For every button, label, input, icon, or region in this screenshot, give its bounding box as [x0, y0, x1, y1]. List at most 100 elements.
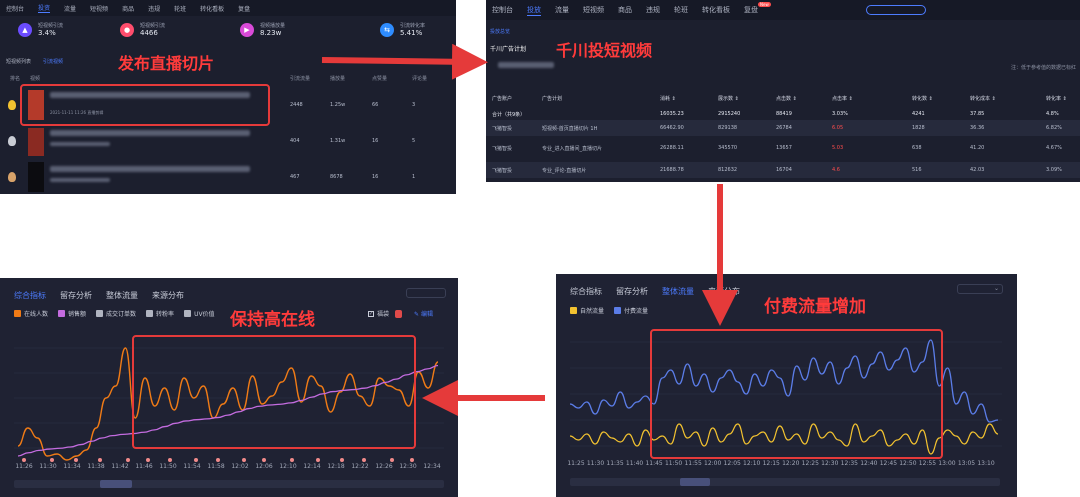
nav-item[interactable]: 投放: [527, 5, 541, 16]
table-row[interactable]: 飞猪智投 短视频-首页直播切片 1H 66462.90 829138 26784 6.05…: [486, 120, 1080, 136]
table-cell: 广告计划: [542, 96, 563, 102]
event-marker[interactable]: [390, 458, 394, 462]
table-row[interactable]: 2021-11-11 11:26 直播剪辑 2448 1.25w 66 3: [0, 88, 456, 124]
range-scrollbar[interactable]: [570, 478, 1000, 486]
x-tick-label: 12:50: [899, 460, 917, 467]
event-marker[interactable]: [22, 458, 26, 462]
x-tick-label: 12:26: [375, 463, 393, 470]
legend-item[interactable]: 转粉率: [146, 309, 174, 318]
nav-item[interactable]: 投资: [38, 5, 51, 13]
nav-item[interactable]: 流量: [64, 5, 77, 13]
exchange-icon: ⇆: [380, 22, 394, 37]
edit-label: 编辑: [420, 311, 433, 318]
table-cell: 3.03%: [832, 111, 848, 117]
edit-button[interactable]: ✎ 编辑: [414, 311, 433, 318]
nav-item[interactable]: 商品: [122, 5, 135, 13]
blurred-account: [498, 62, 554, 68]
cell-likes: 66: [372, 102, 379, 108]
nav-item[interactable]: 复盘: [744, 6, 758, 14]
nav-item[interactable]: 商品: [618, 6, 632, 14]
nav-item[interactable]: 转化看板: [702, 6, 730, 14]
table-cell: 21688.78: [660, 167, 684, 173]
tab-item[interactable]: 整体流量: [662, 287, 694, 296]
event-marker[interactable]: [74, 458, 78, 462]
nav-item[interactable]: 轮班: [674, 6, 688, 14]
nav-item[interactable]: 流量: [555, 6, 569, 14]
event-marker[interactable]: [410, 458, 414, 462]
legend-item[interactable]: 付费流量: [614, 306, 648, 315]
table-row[interactable]: 467 8678 16 1: [0, 162, 456, 194]
nav-item[interactable]: 违规: [148, 5, 161, 13]
event-marker[interactable]: [262, 458, 266, 462]
realtime-metrics-panel: 综合指标 留存分析 整体流量 来源分布 在线人数 销售额 成交订单数 转粉率 UV价值 ✓ 福…: [0, 278, 458, 497]
table-cell: 6.82%: [1046, 125, 1062, 131]
lucky-bag-toggle[interactable]: ✓ 福袋: [368, 309, 403, 318]
nav-item[interactable]: 控制台: [492, 6, 513, 14]
legend-item[interactable]: UV价值: [184, 309, 215, 318]
x-tick-label: 11:50: [159, 463, 177, 470]
column-header: 点赞量: [372, 75, 388, 82]
event-marker[interactable]: [168, 458, 172, 462]
checkbox-icon[interactable]: ✓: [368, 310, 374, 317]
legend-item[interactable]: 成交订单数: [96, 309, 136, 318]
table-row[interactable]: 404 1.31w 16 5: [0, 126, 456, 158]
chart-legend: 在线人数 销售额 成交订单数 转粉率 UV价值: [14, 309, 215, 318]
tab-item[interactable]: 整体流量: [106, 291, 138, 300]
dropdown-select[interactable]: [406, 288, 446, 298]
event-marker[interactable]: [290, 458, 294, 462]
event-marker[interactable]: [216, 458, 220, 462]
table-cell: 4241: [912, 111, 925, 117]
column-header: 视频: [30, 75, 41, 82]
tab-item[interactable]: 综合指标: [14, 291, 46, 300]
event-marker[interactable]: [242, 458, 246, 462]
dropdown-select[interactable]: ⌄: [957, 284, 1003, 294]
range-scrollbar[interactable]: [14, 480, 444, 488]
note-text: 注：低于参考值的数据已标红: [1010, 65, 1076, 71]
table-row[interactable]: 飞猪智投 专业_评论-直播切片 21688.78 812632 16704 4.6 516 4…: [486, 162, 1080, 178]
x-tick-label: 11:25: [567, 460, 585, 467]
section-label: 投放总览: [490, 29, 511, 35]
nav-item[interactable]: 转化看板: [200, 5, 225, 13]
cell-comments: 3: [412, 102, 416, 108]
legend-swatch: [614, 307, 622, 314]
table-cell: 345570: [718, 145, 738, 151]
tab-item[interactable]: 综合指标: [570, 287, 602, 296]
table-header: 排名 视频 引流流量 播放量 点赞量 评论量: [0, 74, 456, 82]
time-selector[interactable]: [866, 5, 926, 15]
tab-item[interactable]: 留存分析: [616, 287, 648, 296]
legend-item[interactable]: 自然流量: [570, 306, 604, 315]
tab-short-video-list[interactable]: 短视频列表: [6, 59, 32, 65]
video-thumbnail[interactable]: [28, 128, 44, 156]
x-tick-label: 11:34: [63, 463, 81, 470]
nav-item[interactable]: 控制台: [6, 5, 25, 13]
scrollbar-handle[interactable]: [680, 478, 710, 486]
nav-item[interactable]: 复盘: [238, 5, 251, 13]
video-thumbnail[interactable]: [28, 90, 44, 120]
event-marker[interactable]: [340, 458, 344, 462]
event-marker[interactable]: [146, 458, 150, 462]
event-marker[interactable]: [194, 458, 198, 462]
table-cell: 5.03: [832, 145, 844, 151]
table-cell: 点击数 ⇕: [776, 96, 797, 102]
nav-item[interactable]: 轮班: [174, 5, 187, 13]
nav-item[interactable]: 短视频: [90, 5, 109, 13]
tab-item[interactable]: 来源分布: [152, 291, 184, 300]
scrollbar-handle[interactable]: [100, 480, 132, 488]
tab-item[interactable]: 留存分析: [60, 291, 92, 300]
x-tick-label: 11:46: [135, 463, 153, 470]
legend-swatch: [570, 307, 577, 314]
event-marker[interactable]: [98, 458, 102, 462]
tab-traffic-video[interactable]: 引流视频: [43, 59, 64, 65]
video-thumbnail[interactable]: [28, 162, 44, 192]
event-marker[interactable]: [316, 458, 320, 462]
event-marker[interactable]: [362, 458, 366, 462]
nav-item[interactable]: 短视频: [583, 6, 604, 14]
event-marker[interactable]: [50, 458, 54, 462]
nav-item[interactable]: 违规: [646, 6, 660, 14]
event-marker[interactable]: [126, 458, 130, 462]
legend-item[interactable]: 在线人数: [14, 309, 48, 318]
stat-card: ⇆ 引流转化率 5.41%: [380, 22, 425, 37]
legend-item[interactable]: 销售额: [58, 309, 86, 318]
table-cell: 1828: [912, 125, 925, 131]
table-row[interactable]: 飞猪智投 专业_进入直播间_直播切片 26288.11 345570 13657 5.03…: [486, 140, 1080, 156]
